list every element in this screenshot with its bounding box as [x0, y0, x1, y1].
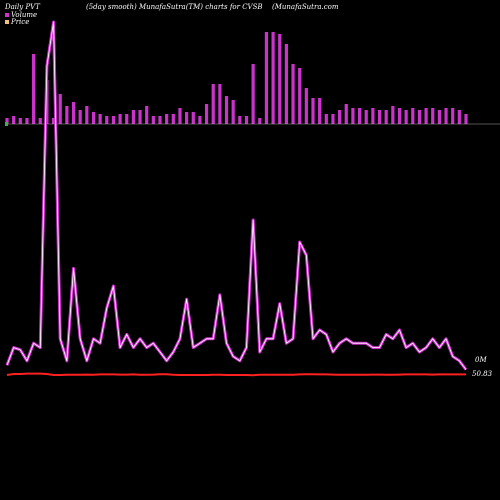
volume-bar	[457, 110, 461, 124]
volume-bar	[278, 34, 282, 124]
price-line	[6, 372, 466, 377]
volume-bar	[244, 116, 249, 124]
pvt-line-core	[6, 21, 467, 370]
volume-bar	[318, 98, 322, 124]
volume-bar	[111, 116, 116, 124]
volume-bar	[424, 108, 428, 124]
legend-swatch-volume	[5, 13, 9, 17]
volume-bar	[464, 114, 468, 124]
volume-bar	[311, 98, 315, 124]
price-line-path	[6, 372, 466, 377]
volume-bar	[284, 44, 288, 124]
volume-bar	[437, 110, 441, 124]
volume-bar	[338, 110, 342, 124]
legend-label-price: Price	[10, 18, 29, 26]
legend-label-volume: Volume	[11, 11, 37, 19]
volume-bar	[271, 32, 275, 124]
volume-bar	[32, 54, 36, 124]
volume-bar	[231, 100, 235, 124]
volume-bar	[118, 114, 122, 124]
volume-bar	[211, 84, 215, 124]
volume-bar	[178, 108, 182, 124]
volume-bar	[298, 68, 302, 124]
volume-bar	[12, 116, 16, 124]
volume-bar	[258, 118, 262, 124]
volume-bar	[364, 110, 368, 124]
pvt-line-outline	[5, 20, 468, 371]
volume-bar	[145, 106, 149, 124]
volume-bar	[371, 108, 375, 124]
volume-axis-label: 0M	[475, 356, 487, 364]
volume-bar	[218, 84, 222, 124]
volume-bar	[451, 108, 455, 124]
volume-bar	[98, 114, 102, 124]
volume-bar	[344, 104, 348, 124]
volume-bar	[351, 108, 355, 124]
volume-bar	[151, 116, 155, 124]
volume-bar	[138, 110, 142, 124]
volume-bar	[58, 94, 62, 124]
volume-bar	[291, 64, 295, 124]
price-axis-label: 50.83	[472, 370, 493, 378]
volume-bar	[404, 110, 408, 124]
volume-bar	[444, 108, 448, 124]
volume-bar	[5, 118, 9, 124]
volume-bar	[131, 110, 135, 124]
volume-bar	[251, 64, 255, 124]
volume-bar	[397, 108, 402, 124]
volume-bar	[411, 108, 415, 124]
chart-header-title: (5day smooth) MunafaSutra(TM) charts for…	[86, 3, 263, 11]
volume-bar	[377, 110, 382, 124]
volume-bar	[324, 114, 328, 124]
legend-swatch-price	[5, 20, 9, 24]
volume-bar	[204, 104, 209, 124]
volume-bar	[125, 114, 129, 124]
volume-bar	[71, 102, 76, 124]
chart-header-source: (MunafaSutra.com	[272, 3, 339, 11]
volume-bar	[304, 88, 308, 124]
volume-bar	[18, 118, 22, 124]
volume-bar	[165, 114, 169, 124]
volume-bar	[191, 112, 195, 124]
volume-bar	[85, 106, 89, 124]
volume-bar	[91, 112, 96, 124]
volume-bar	[224, 96, 229, 124]
volume-bar	[384, 110, 388, 124]
volume-bar	[357, 108, 362, 124]
volume-bar	[65, 106, 69, 124]
baseline-marker	[5, 122, 8, 126]
chart-header-left: Daily PVT	[4, 3, 41, 11]
volume-bar	[171, 114, 175, 124]
volume-bar	[105, 116, 109, 124]
volume-bar	[158, 116, 162, 124]
volume-bar	[391, 106, 395, 124]
pvt-line	[5, 20, 468, 371]
volume-bar	[198, 116, 202, 124]
volume-bar	[238, 116, 242, 124]
volume-bar	[78, 110, 82, 124]
volume-bar	[431, 108, 435, 124]
volume-bars	[5, 32, 468, 124]
volume-bar	[264, 32, 269, 124]
volume-bar	[25, 118, 29, 124]
volume-bar	[185, 112, 189, 124]
volume-bar	[51, 118, 56, 124]
volume-bar	[38, 118, 42, 124]
volume-bar	[417, 110, 422, 124]
volume-bar	[331, 114, 335, 124]
